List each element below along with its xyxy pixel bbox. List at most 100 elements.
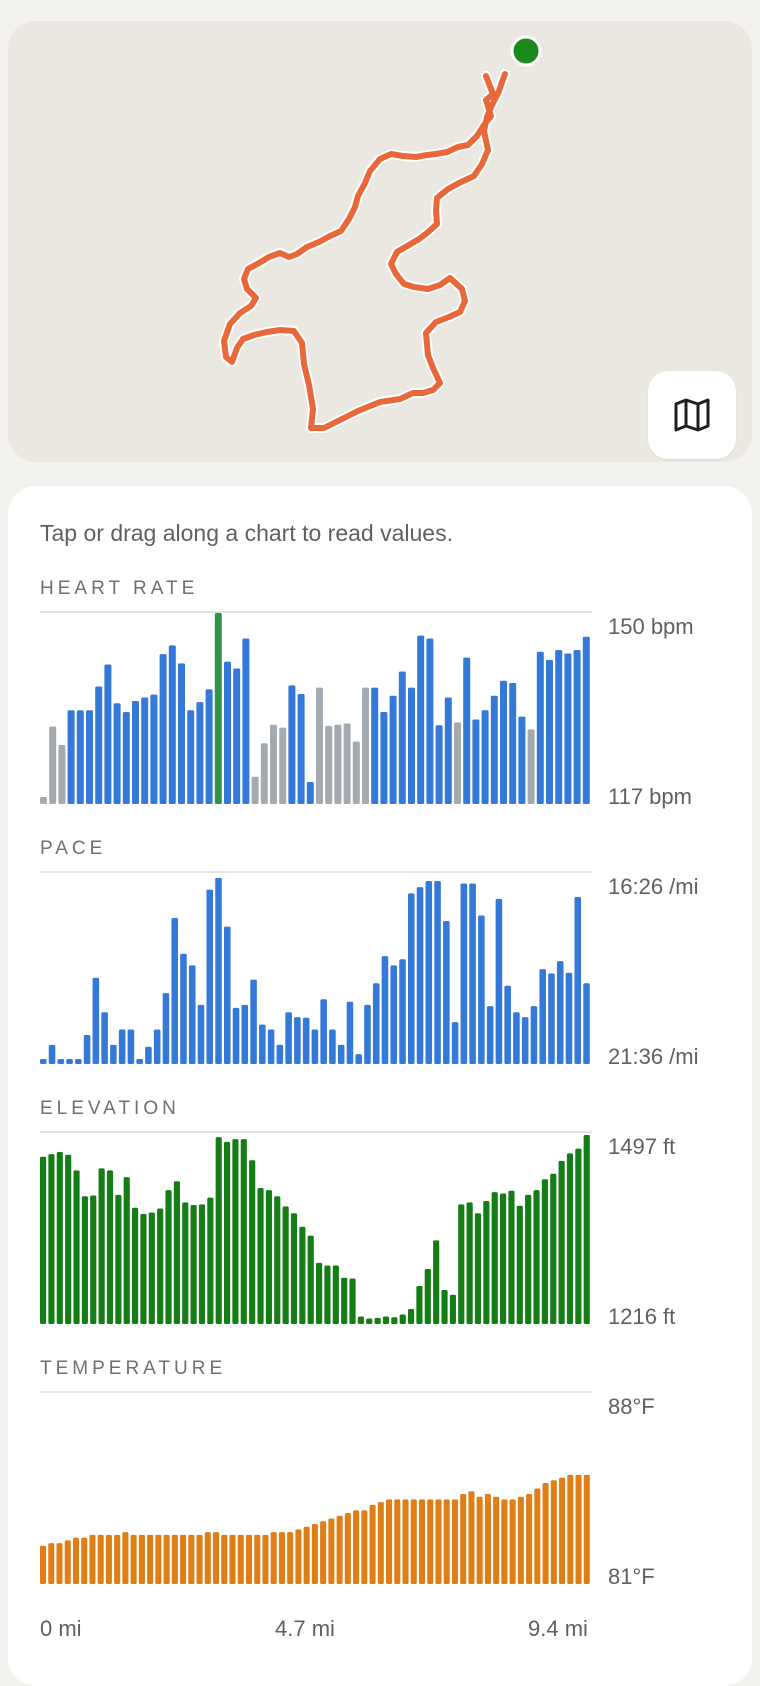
temperature-bar [303, 1526, 310, 1584]
elevation-bar [232, 1139, 239, 1324]
temperature-bar [583, 1474, 590, 1584]
temperature-bar [526, 1493, 533, 1584]
heart-rate-bar [518, 716, 526, 804]
elevation-bar [132, 1207, 139, 1324]
heart-rate-bar [490, 695, 498, 804]
temperature-bar [468, 1491, 475, 1584]
pace-bar [232, 1007, 240, 1064]
pace-bar [443, 921, 450, 1064]
heart-rate-bar [196, 702, 204, 804]
elevation-bar [115, 1194, 122, 1324]
route-map[interactable] [8, 21, 752, 462]
pace-bar [66, 1059, 73, 1064]
heart-rate-bar [582, 636, 590, 804]
elevation-bar [65, 1154, 72, 1324]
heart-rate-bar [536, 651, 544, 804]
heart-rate-bar [417, 635, 425, 804]
elevation-chart[interactable] [40, 1131, 592, 1327]
pace-bar [215, 877, 222, 1064]
heart-rate-bar [270, 724, 277, 804]
temperature-bar [270, 1532, 277, 1584]
heart-rate-min-label: 117 bpm [608, 784, 692, 809]
elevation-bar [324, 1265, 331, 1324]
temperature-bar [204, 1532, 211, 1584]
heart-rate-bar [481, 710, 489, 804]
elevation-bar [290, 1213, 298, 1324]
pace-bar [48, 1044, 56, 1064]
start-marker [510, 35, 542, 67]
elevation-bar [566, 1153, 574, 1324]
heart-rate-chart[interactable] [40, 611, 592, 807]
heart-rate-bar [214, 613, 222, 804]
temperature-bar [89, 1534, 96, 1584]
elevation-bar [466, 1202, 473, 1324]
elevation-bar [207, 1197, 214, 1324]
elevation-bar [583, 1135, 590, 1324]
heart-rate-bar [555, 650, 563, 804]
pace-bar [337, 1044, 345, 1064]
heart-rate-bar [454, 722, 461, 804]
temperature-bar [451, 1499, 458, 1584]
pace-slow-label: 21:36 /mi [608, 1044, 699, 1069]
heart-rate-bar [279, 727, 287, 804]
elevation-bar [140, 1213, 147, 1324]
elevation-bar [483, 1200, 490, 1324]
elevation-bar [408, 1309, 415, 1324]
heart-rate-bar [187, 710, 195, 804]
pace-bar [101, 1012, 108, 1064]
route-line [221, 71, 508, 431]
elevation-bar [575, 1148, 582, 1324]
elevation-bar [500, 1193, 507, 1324]
pace-bar [180, 953, 187, 1064]
pace-bar [495, 898, 503, 1064]
temperature-bar [138, 1534, 145, 1584]
heart-rate-bar [260, 743, 268, 804]
elevation-bar [357, 1316, 364, 1324]
pace-bar [241, 1004, 249, 1064]
elevation-bar [449, 1294, 456, 1324]
heart-rate-bar [509, 683, 517, 804]
elevation-bar [332, 1265, 339, 1324]
elevation-bar [525, 1194, 532, 1324]
temperature-bar [427, 1499, 434, 1584]
pace-bar [364, 1004, 371, 1064]
heart-rate-bar [122, 711, 130, 804]
temperature-bar [147, 1534, 154, 1584]
elevation-bar [533, 1190, 540, 1324]
heart-rate-bar [159, 654, 167, 804]
temperature-bar [435, 1499, 442, 1584]
map-icon [674, 398, 710, 432]
temperature-chart[interactable] [40, 1391, 592, 1587]
elevation-bar [249, 1160, 256, 1324]
pace-bar [539, 969, 546, 1064]
temperature-bar [278, 1532, 285, 1584]
pace-bar [399, 959, 406, 1064]
pace-bar [381, 956, 389, 1064]
distance-mid-label: 4.7 mi [275, 1616, 335, 1641]
pace-bar [302, 1017, 310, 1064]
pace-bar [408, 893, 415, 1064]
elevation-bar [382, 1316, 390, 1324]
heart-rate-bar [564, 653, 572, 804]
elevation-bar [424, 1268, 431, 1324]
elevation-bar [265, 1190, 272, 1324]
pace-chart[interactable] [40, 871, 592, 1067]
elevation-bar [433, 1240, 440, 1324]
elevation-bar [366, 1318, 373, 1324]
temperature-title: TEMPERATURE [40, 1358, 227, 1379]
pace-bar [118, 1029, 126, 1064]
heart-rate-bar [95, 686, 103, 804]
heart-rate-bar [86, 710, 93, 804]
elevation-max-label: 1497 ft [608, 1134, 676, 1159]
charts-panel [8, 486, 752, 1686]
distance-end-label: 9.4 mi [528, 1616, 588, 1641]
map-view-button[interactable] [648, 371, 736, 459]
elevation-bar [491, 1192, 498, 1324]
heart-rate-bar [325, 725, 333, 804]
temperature-bar [40, 1545, 47, 1584]
temperature-bar [559, 1477, 566, 1584]
heart-rate-bar [49, 726, 57, 804]
heart-rate-bar [150, 694, 158, 804]
elevation-bar [299, 1226, 306, 1324]
heart-rate-bar [362, 687, 369, 804]
